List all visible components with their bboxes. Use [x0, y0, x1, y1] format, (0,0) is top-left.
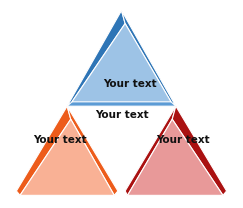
- Text: Your text: Your text: [95, 110, 148, 120]
- Polygon shape: [67, 10, 176, 106]
- Polygon shape: [125, 106, 227, 191]
- Text: Your text: Your text: [33, 135, 87, 145]
- Polygon shape: [72, 24, 171, 102]
- Polygon shape: [67, 10, 125, 106]
- Polygon shape: [122, 10, 176, 106]
- Polygon shape: [16, 106, 118, 191]
- Polygon shape: [67, 106, 118, 195]
- Polygon shape: [16, 106, 71, 195]
- Text: Your text: Your text: [103, 79, 157, 89]
- Text: Your text: Your text: [156, 135, 210, 145]
- Polygon shape: [125, 106, 176, 195]
- Polygon shape: [172, 106, 227, 195]
- Polygon shape: [128, 119, 223, 195]
- Polygon shape: [20, 119, 114, 195]
